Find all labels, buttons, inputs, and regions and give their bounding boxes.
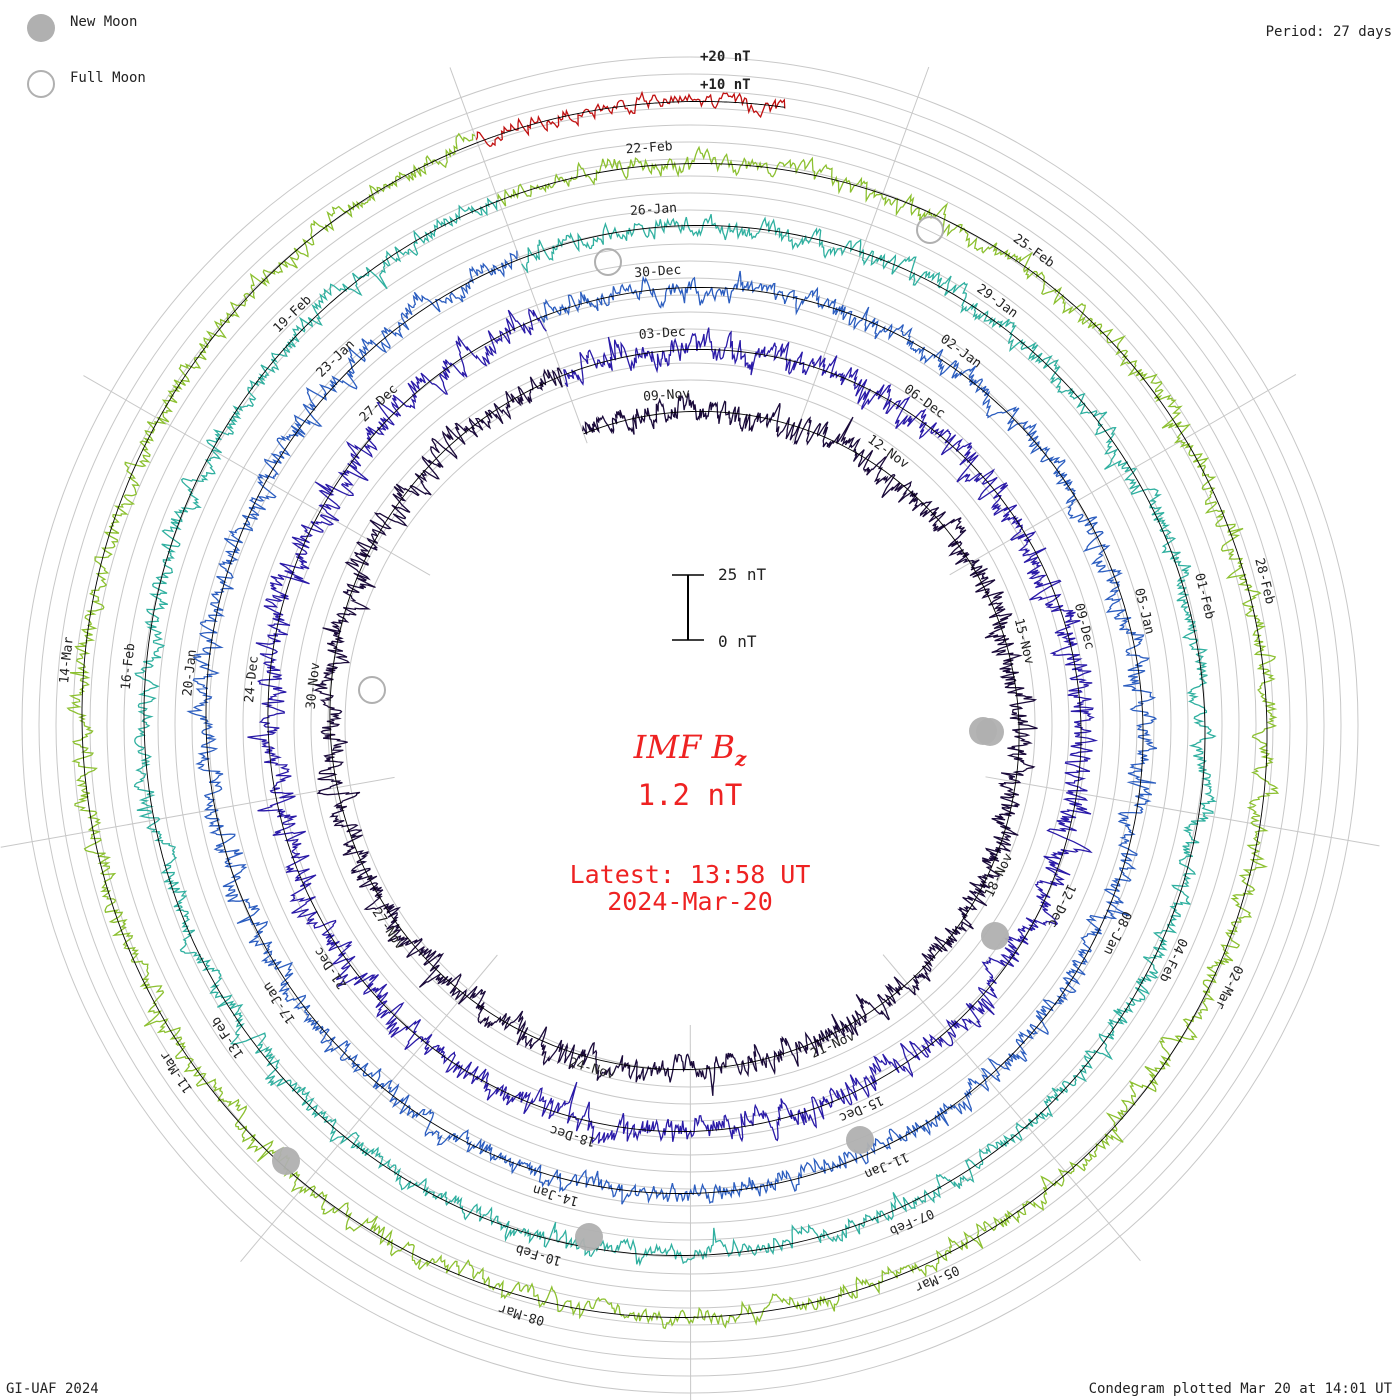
date-label: 09-Nov bbox=[643, 386, 691, 404]
date-label: 25-Feb bbox=[1010, 231, 1057, 271]
period-label: Period: 27 days bbox=[1265, 24, 1392, 40]
grid-ring bbox=[38, 73, 1342, 1377]
date-label: 26-Jan bbox=[630, 201, 678, 219]
grid-ring bbox=[21, 56, 1359, 1394]
title-main: IMF B bbox=[633, 728, 735, 766]
new-moon-marker bbox=[981, 922, 1009, 950]
grid-spoke bbox=[240, 954, 498, 1262]
baseline-rotation-2 bbox=[205, 258, 1144, 1194]
date-label: 03-Dec bbox=[638, 325, 686, 343]
new-moon-marker bbox=[976, 718, 1004, 746]
chart-title: IMF Bz bbox=[500, 728, 880, 770]
scale-top-label: 25 nT bbox=[718, 565, 767, 584]
data-traces bbox=[66, 90, 1280, 1330]
grid-spoke bbox=[0, 776, 395, 848]
latest-time: Latest: 13:58 UT bbox=[569, 860, 811, 889]
trace-rotation-0 bbox=[313, 367, 1038, 1096]
date-label: 16-Feb bbox=[119, 642, 139, 690]
grid-ring bbox=[123, 158, 1257, 1292]
footer-credit: GI-UAF 2024 bbox=[6, 1381, 99, 1397]
date-label: 17-Jan bbox=[260, 979, 299, 1026]
full-moon-marker bbox=[358, 676, 386, 704]
date-label: 15-Nov bbox=[1011, 617, 1037, 666]
latest-date: 2024-Mar-20 bbox=[607, 887, 773, 916]
new-moon-marker bbox=[575, 1223, 603, 1251]
grid-ring bbox=[344, 379, 1036, 1071]
trace-rotation-4 bbox=[66, 132, 1280, 1330]
ring-label-10: +10 nT bbox=[700, 77, 751, 93]
date-label: 30-Nov bbox=[304, 662, 324, 710]
grid-ring bbox=[55, 90, 1325, 1360]
trace-rotation-3 bbox=[133, 197, 1218, 1267]
grid-ring bbox=[140, 175, 1240, 1275]
title-subscript: z bbox=[734, 746, 747, 771]
baseline-rotation-4 bbox=[81, 142, 1268, 1318]
date-label: 22-Feb bbox=[625, 139, 673, 157]
date-label: 01-Feb bbox=[1191, 572, 1217, 621]
current-value: 1.2 nT bbox=[637, 778, 743, 812]
new-moon-marker bbox=[846, 1126, 874, 1154]
ring-scale-labels: +20 nT +10 nT bbox=[700, 49, 751, 93]
grid-ring bbox=[89, 124, 1291, 1326]
date-label: 20-Jan bbox=[180, 649, 200, 697]
grid-spoke bbox=[449, 67, 588, 444]
date-label: 14-Mar bbox=[57, 636, 77, 684]
trace-rotation-1 bbox=[247, 308, 1099, 1144]
date-label: 10-Feb bbox=[514, 1241, 563, 1268]
date-label: 24-Nov bbox=[567, 1055, 616, 1082]
grid-spoke bbox=[882, 954, 1141, 1262]
baseline-rotation-3 bbox=[143, 200, 1206, 1256]
grid-spoke bbox=[83, 375, 431, 576]
date-label: 30-Dec bbox=[634, 263, 682, 281]
ring-label-20: +20 nT bbox=[700, 49, 751, 65]
date-label: 27-Dec bbox=[357, 382, 401, 425]
trace-rotation-5 bbox=[475, 90, 786, 148]
baseline-rotation-5 bbox=[477, 101, 786, 144]
grid-ring bbox=[310, 345, 1070, 1105]
baseline-rotation-1 bbox=[267, 316, 1082, 1133]
trace-rotation-2 bbox=[186, 250, 1158, 1205]
moon-markers bbox=[272, 216, 1009, 1251]
grid-spoke bbox=[985, 776, 1380, 847]
new-moon-label: New Moon bbox=[70, 14, 138, 30]
scale-bottom-label: 0 nT bbox=[718, 632, 757, 651]
new-moon-icon bbox=[27, 14, 55, 42]
plot-timestamp: Condegram plotted Mar 20 at 14:01 UT bbox=[1088, 1381, 1392, 1397]
new-moon-marker bbox=[272, 1147, 300, 1175]
grid-ring bbox=[72, 107, 1308, 1343]
scale-bar: 25 nT 0 nT bbox=[672, 565, 767, 651]
grid-spoke bbox=[949, 374, 1297, 576]
full-moon-marker bbox=[594, 248, 622, 276]
date-label: 29-Jan bbox=[974, 282, 1021, 322]
baseline-rotation-0 bbox=[329, 375, 1020, 1071]
full-moon-icon bbox=[27, 70, 55, 98]
date-label: 24-Dec bbox=[242, 655, 262, 703]
full-moon-label: Full Moon bbox=[70, 70, 146, 86]
full-moon-marker bbox=[916, 216, 944, 244]
